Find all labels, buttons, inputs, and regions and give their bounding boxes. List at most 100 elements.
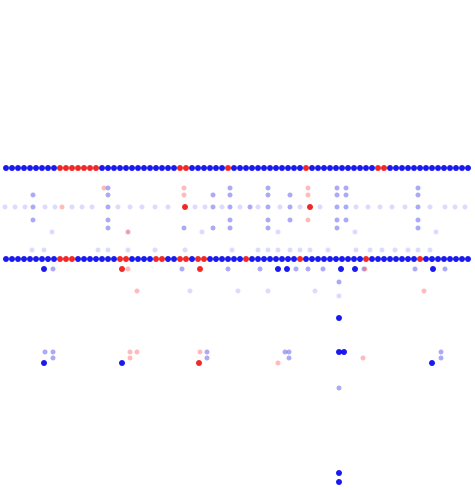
point <box>9 165 15 171</box>
point <box>182 204 188 210</box>
point <box>237 256 243 262</box>
point <box>243 165 249 171</box>
point <box>196 360 202 366</box>
point <box>51 165 57 171</box>
point <box>105 185 111 191</box>
point <box>27 165 33 171</box>
point <box>249 256 255 262</box>
point <box>339 165 345 171</box>
point <box>286 349 292 355</box>
point <box>315 165 321 171</box>
point <box>286 355 292 361</box>
point <box>339 256 345 262</box>
point <box>353 247 359 253</box>
point <box>63 256 69 262</box>
point <box>30 204 36 210</box>
point <box>315 256 321 262</box>
point <box>127 204 133 210</box>
point <box>405 247 411 253</box>
point <box>334 204 340 210</box>
point <box>111 165 117 171</box>
point <box>75 256 81 262</box>
point <box>357 165 363 171</box>
point <box>321 165 327 171</box>
point <box>229 247 235 253</box>
point <box>265 204 271 210</box>
point <box>219 165 225 171</box>
point <box>336 479 342 485</box>
point <box>204 355 210 361</box>
point <box>105 165 111 171</box>
point <box>147 256 153 262</box>
point <box>127 355 133 361</box>
point <box>117 256 123 262</box>
point <box>21 165 27 171</box>
point <box>119 266 125 272</box>
point <box>334 185 340 191</box>
point <box>405 256 411 262</box>
point <box>435 256 441 262</box>
point <box>343 217 349 223</box>
point <box>159 256 165 262</box>
point <box>365 204 371 210</box>
point <box>279 256 285 262</box>
point <box>105 256 111 262</box>
point <box>381 165 387 171</box>
point <box>375 165 381 171</box>
point <box>327 256 333 262</box>
point <box>125 266 131 272</box>
point <box>305 217 311 223</box>
point <box>363 165 369 171</box>
point <box>27 256 33 262</box>
point <box>42 349 48 355</box>
point <box>139 204 145 210</box>
point <box>447 256 453 262</box>
point <box>377 204 383 210</box>
point <box>187 288 193 294</box>
point <box>369 256 375 262</box>
point <box>312 288 318 294</box>
point <box>195 256 201 262</box>
point <box>465 165 471 171</box>
point <box>165 204 171 210</box>
point <box>399 256 405 262</box>
point <box>41 266 47 272</box>
point <box>441 165 447 171</box>
point <box>321 256 327 262</box>
point <box>81 165 87 171</box>
point <box>405 165 411 171</box>
point <box>59 204 65 210</box>
point <box>2 204 8 210</box>
point <box>285 165 291 171</box>
point <box>21 256 27 262</box>
point <box>152 204 158 210</box>
point <box>50 349 56 355</box>
point <box>210 225 216 231</box>
point <box>135 165 141 171</box>
point <box>95 247 101 253</box>
point <box>105 217 111 223</box>
point <box>57 165 63 171</box>
point <box>261 165 267 171</box>
point <box>307 204 313 210</box>
point <box>99 165 105 171</box>
point <box>255 204 261 210</box>
point <box>87 256 93 262</box>
point <box>417 165 423 171</box>
point <box>438 355 444 361</box>
point <box>171 256 177 262</box>
point <box>284 266 290 272</box>
point <box>417 256 423 262</box>
point <box>265 185 271 191</box>
point <box>125 247 131 253</box>
point <box>327 165 333 171</box>
point <box>33 165 39 171</box>
point <box>379 247 385 253</box>
point <box>213 256 219 262</box>
point <box>12 204 18 210</box>
point <box>387 256 393 262</box>
point <box>105 192 111 198</box>
point <box>165 165 171 171</box>
point <box>411 256 417 262</box>
point <box>225 165 231 171</box>
